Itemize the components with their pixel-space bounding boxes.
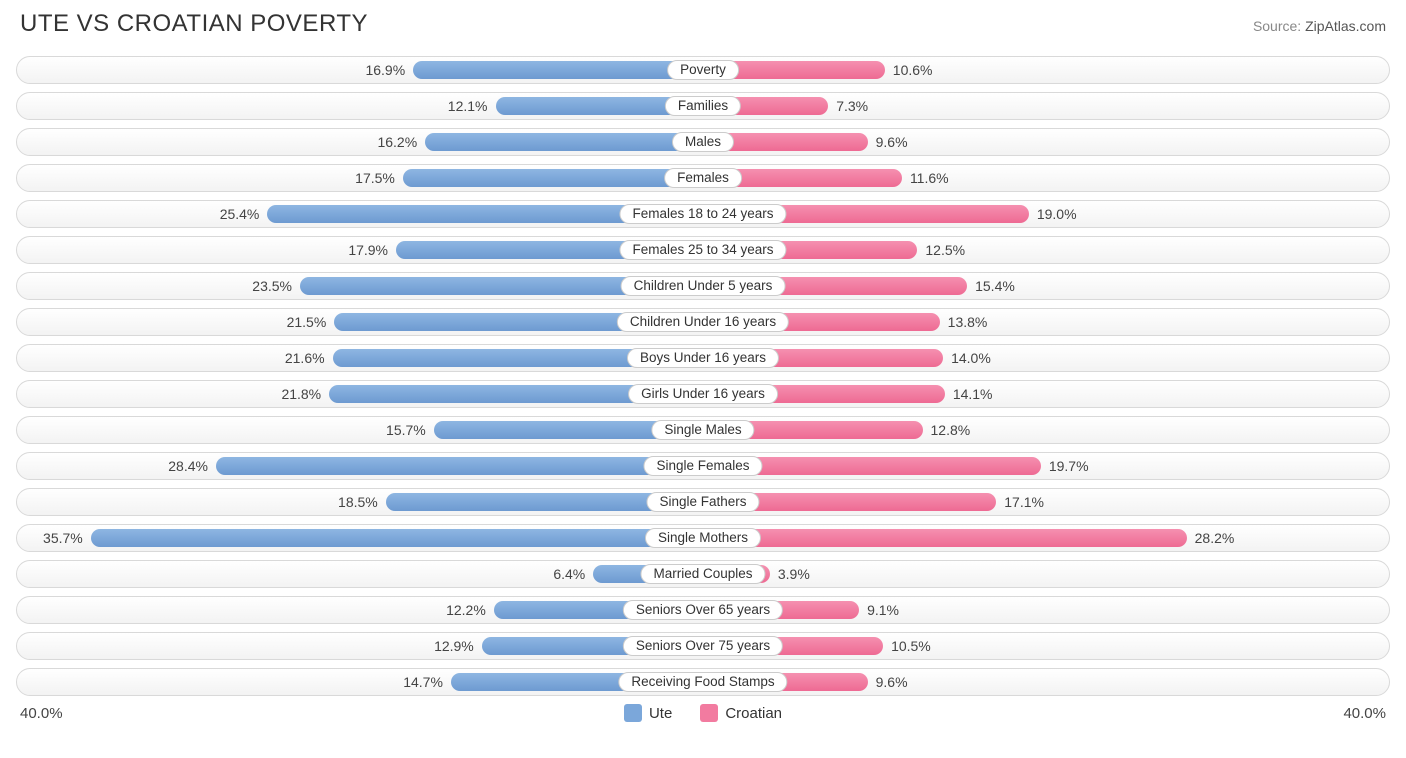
bar-row: 25.4% 19.0% Females 18 to 24 years <box>16 200 1390 228</box>
legend-item-left: Ute <box>624 704 672 722</box>
bar-row: 12.2% 9.1% Seniors Over 65 years <box>16 596 1390 624</box>
value-label-left: 21.8% <box>281 381 329 407</box>
legend-label-left: Ute <box>649 705 672 722</box>
value-label-right: 14.0% <box>943 345 991 371</box>
category-pill: Single Fathers <box>646 492 759 512</box>
value-label-right: 15.4% <box>967 273 1015 299</box>
value-label-right: 10.6% <box>885 57 933 83</box>
bar-row: 14.7% 9.6% Receiving Food Stamps <box>16 668 1390 696</box>
category-pill: Males <box>672 132 734 152</box>
value-label-left: 14.7% <box>403 669 451 695</box>
category-pill: Children Under 16 years <box>617 312 789 332</box>
bar-row: 18.5% 17.1% Single Fathers <box>16 488 1390 516</box>
value-label-right: 28.2% <box>1187 525 1235 551</box>
category-pill: Seniors Over 65 years <box>623 600 783 620</box>
value-label-right: 9.6% <box>868 669 908 695</box>
bar-right <box>703 529 1187 547</box>
bar-row: 21.6% 14.0% Boys Under 16 years <box>16 344 1390 372</box>
bar-row: 28.4% 19.7% Single Females <box>16 452 1390 480</box>
bar-left <box>403 169 703 187</box>
value-label-left: 6.4% <box>553 561 593 587</box>
value-label-left: 23.5% <box>252 273 300 299</box>
category-pill: Females <box>664 168 742 188</box>
legend-item-right: Croatian <box>700 704 782 722</box>
legend-swatch-right <box>700 704 718 722</box>
category-pill: Receiving Food Stamps <box>618 672 787 692</box>
category-pill: Single Females <box>643 456 762 476</box>
category-pill: Seniors Over 75 years <box>623 636 783 656</box>
value-label-left: 12.2% <box>446 597 494 623</box>
value-label-left: 16.2% <box>377 129 425 155</box>
chart-header: UTE VS CROATIAN POVERTY Source: ZipAtlas… <box>16 10 1390 38</box>
bar-left <box>425 133 703 151</box>
bar-row: 21.5% 13.8% Children Under 16 years <box>16 308 1390 336</box>
value-label-left: 12.9% <box>434 633 482 659</box>
category-pill: Boys Under 16 years <box>627 348 779 368</box>
bar-left <box>91 529 703 547</box>
value-label-right: 17.1% <box>996 489 1044 515</box>
bar-row: 23.5% 15.4% Children Under 5 years <box>16 272 1390 300</box>
source-label: Source: <box>1253 18 1301 34</box>
axis-max-right: 40.0% <box>1343 705 1386 722</box>
diverging-bar-chart: 16.9% 10.6% Poverty 12.1% 7.3% Families 16.2% 9… <box>16 56 1390 696</box>
category-pill: Children Under 5 years <box>621 276 786 296</box>
bar-row: 12.1% 7.3% Families <box>16 92 1390 120</box>
bar-row: 16.9% 10.6% Poverty <box>16 56 1390 84</box>
chart-source: Source: ZipAtlas.com <box>1253 18 1386 34</box>
bar-row: 35.7% 28.2% Single Mothers <box>16 524 1390 552</box>
value-label-left: 16.9% <box>365 57 413 83</box>
category-pill: Poverty <box>667 60 739 80</box>
bar-row: 6.4% 3.9%Married Couples <box>16 560 1390 588</box>
bar-left <box>413 61 703 79</box>
category-pill: Single Mothers <box>645 528 761 548</box>
chart-footer: 40.0% Ute Croatian 40.0% <box>16 704 1390 722</box>
bar-row: 17.9% 12.5% Females 25 to 34 years <box>16 236 1390 264</box>
value-label-right: 12.5% <box>917 237 965 263</box>
bar-left <box>216 457 703 475</box>
value-label-right: 9.1% <box>859 597 899 623</box>
value-label-left: 21.6% <box>285 345 333 371</box>
category-pill: Single Males <box>651 420 754 440</box>
source-name: ZipAtlas.com <box>1305 18 1386 34</box>
value-label-left: 21.5% <box>287 309 335 335</box>
bar-row: 12.9% 10.5% Seniors Over 75 years <box>16 632 1390 660</box>
value-label-right: 10.5% <box>883 633 931 659</box>
value-label-left: 18.5% <box>338 489 386 515</box>
category-pill: Families <box>665 96 741 116</box>
value-label-left: 35.7% <box>43 525 91 551</box>
axis-max-left: 40.0% <box>20 705 63 722</box>
value-label-right: 9.6% <box>868 129 908 155</box>
value-label-right: 19.7% <box>1041 453 1089 479</box>
value-label-left: 12.1% <box>448 93 496 119</box>
bar-row: 16.2% 9.6% Males <box>16 128 1390 156</box>
legend: Ute Croatian <box>624 704 782 722</box>
value-label-left: 28.4% <box>168 453 216 479</box>
value-label-right: 11.6% <box>902 165 949 191</box>
legend-label-right: Croatian <box>725 705 782 722</box>
bar-row: 21.8% 14.1% Girls Under 16 years <box>16 380 1390 408</box>
value-label-right: 7.3% <box>828 93 868 119</box>
value-label-left: 15.7% <box>386 417 434 443</box>
category-pill: Girls Under 16 years <box>628 384 778 404</box>
value-label-right: 3.9% <box>770 561 810 587</box>
bar-row: 15.7% 12.8% Single Males <box>16 416 1390 444</box>
value-label-right: 13.8% <box>940 309 988 335</box>
value-label-right: 14.1% <box>945 381 993 407</box>
category-pill: Females 25 to 34 years <box>619 240 786 260</box>
category-pill: Females 18 to 24 years <box>619 204 786 224</box>
value-label-right: 19.0% <box>1029 201 1077 227</box>
value-label-right: 12.8% <box>923 417 971 443</box>
value-label-left: 17.9% <box>348 237 396 263</box>
legend-swatch-left <box>624 704 642 722</box>
value-label-left: 17.5% <box>355 165 403 191</box>
chart-title: UTE VS CROATIAN POVERTY <box>20 10 368 38</box>
category-pill: Married Couples <box>640 564 765 584</box>
value-label-left: 25.4% <box>220 201 268 227</box>
bar-row: 17.5% 11.6% Females <box>16 164 1390 192</box>
